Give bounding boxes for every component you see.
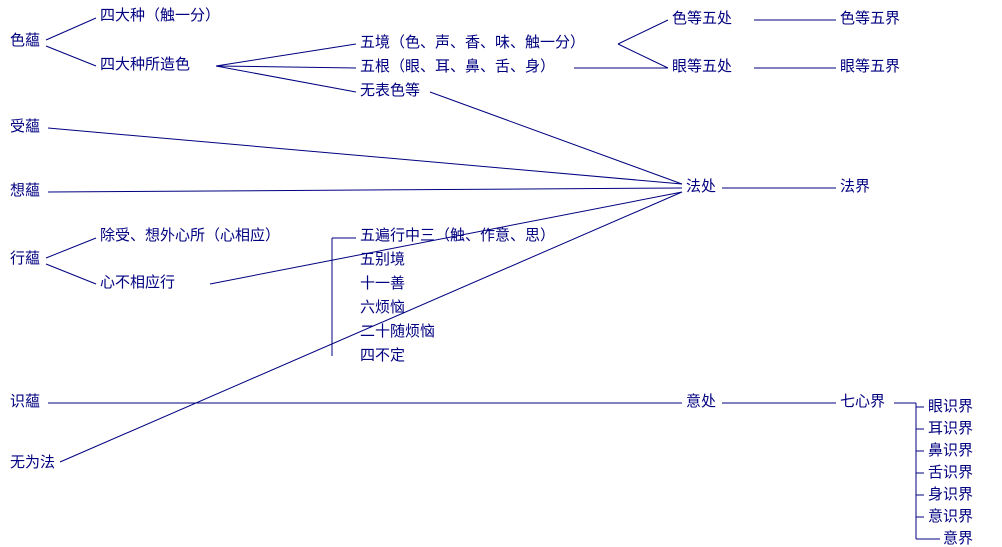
node-qixinjie: 七心界 [840,395,885,410]
node-wubianxing: 五遍行中三（触、作意、思） [360,229,555,244]
node-wugen: 五根（眼、耳、鼻、舌、身） [360,60,555,75]
node-sidazhong: 四大种（触一分） [100,9,220,24]
node-sheshijie: 舌识界 [928,466,973,481]
node-yishijie: 意识界 [928,510,973,525]
node-yichu: 意处 [686,395,716,410]
diagram-stage: 色蘊 四大种（触一分） 四大种所造色 五境（色、声、香、味、触一分） 五根（眼、耳、鼻、… [0,0,1002,542]
edge [216,66,356,68]
edge [216,44,356,66]
node-shenshijie: 身识界 [928,488,973,503]
edge [46,264,96,284]
edge [48,128,682,184]
edges-layer [0,0,1002,542]
edge [48,188,682,192]
node-fachu: 法处 [686,180,716,195]
edge [618,20,668,44]
node-shiyishan: 十一善 [360,277,405,292]
node-yanshijie: 眼识界 [928,400,973,415]
node-xinbuxiang: 心不相应行 [100,276,175,291]
node-liufannao: 六烦恼 [360,301,405,316]
node-fajie: 法界 [840,180,870,195]
node-sibuding: 四不定 [360,349,405,364]
node-shouyun: 受蘊 [10,120,40,135]
node-bishijie: 鼻识界 [928,444,973,459]
node-sidazhongsuo: 四大种所造色 [100,58,190,73]
node-wujing: 五境（色、声、香、味、触一分） [360,36,585,51]
node-shiyun: 识蘊 [10,395,40,410]
edge [216,66,356,92]
node-xiangyun: 想蘊 [10,184,40,199]
node-yijie: 意界 [943,532,973,547]
node-wubiaose: 无表色等 [360,84,420,99]
node-yandengwujie: 眼等五界 [840,60,900,75]
node-ershijie: 耳识界 [928,422,973,437]
node-wuweifa: 无为法 [10,456,55,471]
node-seyun: 色蘊 [10,34,40,49]
edge [618,44,668,68]
node-xingyun: 行蘊 [10,252,40,267]
edge [46,46,96,66]
node-sedengwuchu: 色等五处 [672,12,732,27]
node-sedengwujie: 色等五界 [840,12,900,27]
node-wubiejing: 五别境 [360,253,405,268]
edge [46,238,96,258]
node-ershisui: 二十随烦恼 [360,325,435,340]
node-chushou: 除受、想外心所（心相应） [100,229,280,244]
edge [430,92,682,184]
edge [46,18,96,40]
node-yandengwuchu: 眼等五处 [672,60,732,75]
